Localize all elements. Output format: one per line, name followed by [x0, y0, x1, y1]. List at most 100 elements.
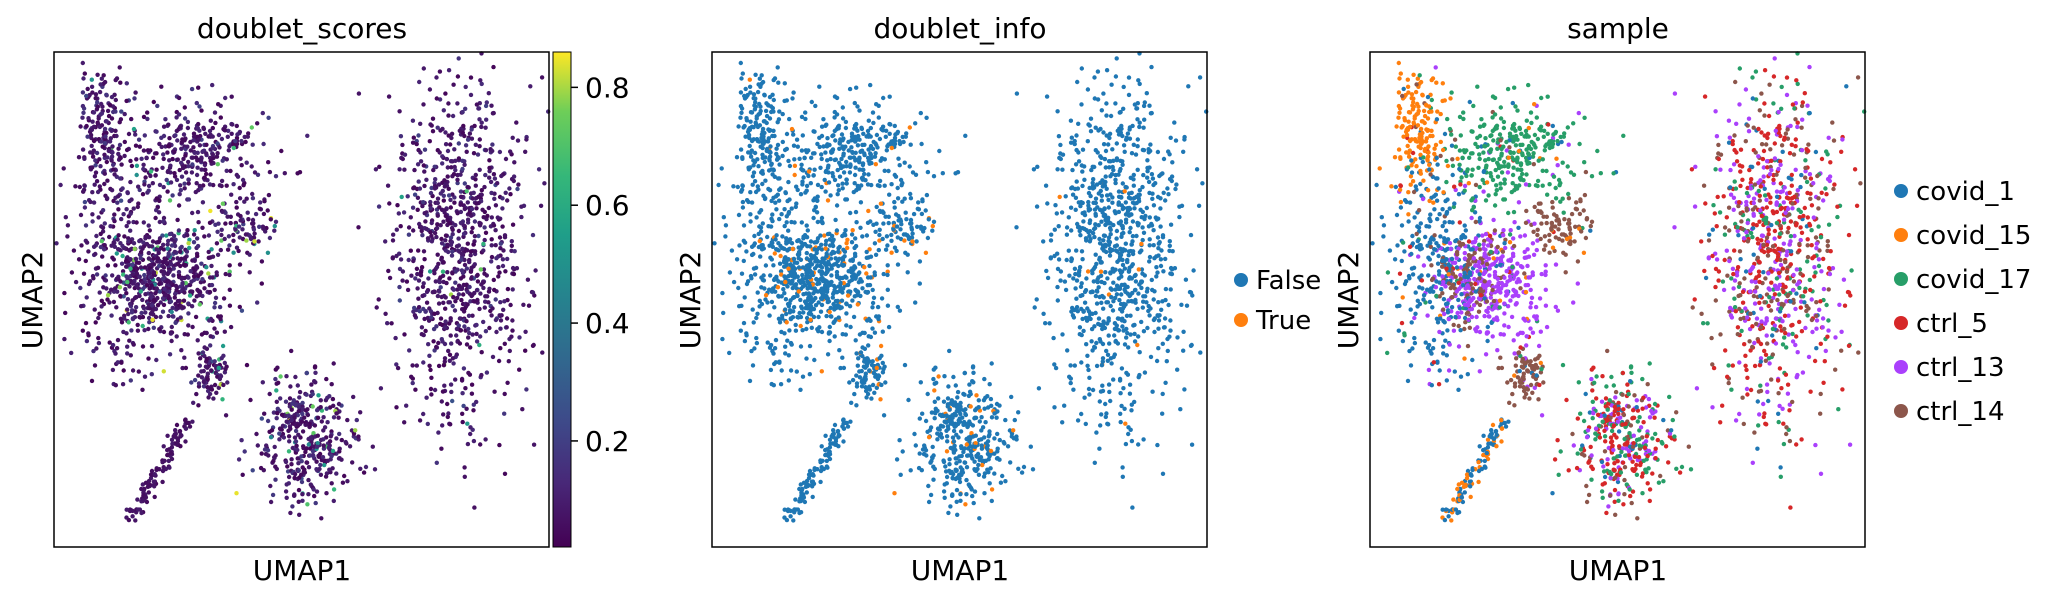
scatter-point: [1109, 172, 1115, 177]
scatter-point: [844, 311, 849, 316]
scatter-point: [1068, 140, 1074, 145]
scatter-point: [797, 156, 802, 161]
scatter-point: [322, 425, 328, 430]
scatter-point: [1108, 113, 1114, 119]
scatter-point: [1092, 460, 1098, 465]
scatter-point: [126, 517, 132, 523]
scatter-point: [439, 399, 444, 404]
scatter-point: [175, 298, 181, 304]
scatter-point: [273, 219, 279, 224]
scatter-point: [1132, 102, 1138, 107]
scatter-point: [742, 93, 747, 99]
scatter-point: [500, 206, 505, 211]
scatter-point: [200, 350, 206, 355]
scatter-point: [304, 392, 309, 397]
scatter-point: [1101, 130, 1106, 135]
scatter-point: [1043, 183, 1049, 188]
scatter-point: [212, 287, 217, 293]
scatter-point: [168, 180, 174, 185]
scatter-point: [468, 345, 473, 350]
scatter-point: [443, 238, 448, 243]
scatter-point: [437, 289, 442, 294]
scatter-point: [449, 341, 454, 346]
scatter-point: [1095, 69, 1101, 74]
scatter-point: [188, 139, 193, 145]
scatter-point: [786, 158, 791, 164]
scatter-point: [441, 279, 446, 285]
scatter-point: [492, 196, 497, 201]
scatter-point: [479, 350, 484, 355]
scatter-point: [509, 239, 514, 244]
scatter-point: [415, 286, 420, 291]
scatter-point: [1058, 269, 1064, 274]
scatter-point: [223, 271, 228, 277]
scatter-point: [762, 286, 767, 291]
scatter-point: [1120, 133, 1125, 139]
scatter-point: [473, 183, 478, 188]
scatter-point: [446, 68, 452, 73]
scatter-point: [450, 113, 456, 119]
scatter-point: [215, 151, 220, 156]
scatter-point: [1100, 356, 1106, 361]
scatter-point: [1158, 196, 1163, 201]
scatter-point: [108, 224, 113, 229]
scatter-point: [845, 282, 851, 288]
scatter-point: [405, 194, 410, 199]
scatter-point: [416, 296, 421, 301]
scatter-point: [231, 145, 236, 151]
scatter-point: [1157, 173, 1162, 179]
scatter-point: [234, 205, 239, 210]
scatter-point: [859, 384, 865, 389]
scatter-point: [90, 90, 95, 95]
scatter-point: [140, 280, 145, 285]
scatter-point: [1127, 391, 1133, 396]
scatter-point: [284, 419, 289, 424]
scatter-point: [1119, 292, 1124, 297]
scatter-point: [126, 236, 131, 241]
scatter-point: [846, 148, 851, 153]
scatter-point: [1113, 101, 1118, 106]
scatter-point: [1147, 237, 1152, 242]
scatter-point: [854, 137, 859, 142]
scatter-point: [97, 311, 102, 316]
scatter-point: [1074, 179, 1079, 184]
scatter-point: [854, 220, 859, 225]
scatter-point: [316, 393, 321, 398]
scatter-point: [902, 362, 908, 368]
scatter-point: [862, 330, 867, 336]
scatter-point: [767, 94, 773, 100]
scatter-point: [199, 155, 204, 160]
scatter-point: [96, 315, 101, 321]
scatter-point: [798, 280, 803, 285]
scatter-point: [926, 217, 931, 222]
scatter-point: [844, 177, 849, 182]
scatter-point: [292, 475, 297, 481]
scatter-point: [784, 220, 789, 225]
scatter-point: [894, 457, 900, 462]
scatter-point: [479, 120, 484, 125]
scatter-point: [976, 472, 982, 477]
scatter-point: [451, 361, 456, 366]
scatter-point: [904, 217, 909, 222]
scatter-point: [443, 233, 449, 238]
scatter-point: [502, 299, 507, 304]
scatter-point: [174, 422, 180, 428]
scatter-point: [383, 311, 388, 316]
scatter-point: [94, 272, 100, 277]
scatter-point: [221, 382, 226, 388]
scatter-point: [161, 302, 167, 308]
scatter-point: [168, 450, 173, 456]
scatter-point: [127, 338, 132, 343]
scatter-point: [738, 328, 743, 333]
scatter-point: [468, 431, 473, 437]
scatter-point: [1041, 311, 1046, 316]
scatter-point: [90, 154, 96, 159]
scatter-point: [165, 271, 170, 276]
scatter-point: [166, 122, 171, 127]
scatter-point: [432, 186, 438, 191]
scatter-point: [315, 433, 320, 438]
scatter-point: [78, 285, 83, 291]
scatter-point: [1163, 286, 1169, 292]
scatter-point: [852, 100, 857, 106]
scatter-point: [102, 152, 107, 157]
